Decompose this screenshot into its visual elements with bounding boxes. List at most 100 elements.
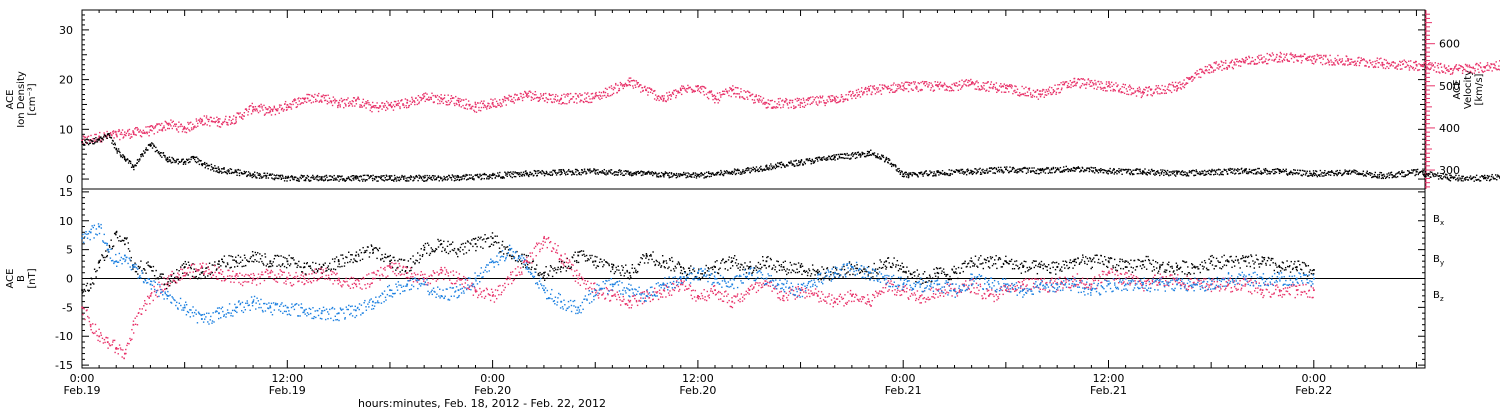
density-series-point — [172, 162, 173, 163]
velocity-series-point — [1250, 63, 1251, 64]
velocity-series-point — [1157, 93, 1158, 94]
velocity-series-point — [1321, 57, 1322, 58]
velocity-series-point — [763, 98, 764, 99]
velocity-series-point — [1068, 83, 1069, 84]
velocity-series-point — [1409, 69, 1410, 70]
density-series-point — [189, 161, 190, 162]
velocity-series-point — [895, 84, 896, 85]
velocity-series-point — [265, 107, 266, 108]
velocity-series-point — [1354, 61, 1355, 62]
velocity-series-point — [716, 99, 717, 100]
velocity-series-point — [1204, 73, 1205, 74]
velocity-series-data-point — [1484, 66, 1486, 68]
velocity-series-point — [347, 97, 348, 98]
velocity-series-point — [483, 100, 484, 101]
velocity-series-point — [1429, 62, 1430, 63]
velocity-series-point — [693, 90, 694, 91]
velocity-series-point — [256, 108, 257, 109]
density-series-point — [122, 154, 123, 155]
velocity-series-point — [819, 102, 820, 103]
velocity-series-point — [393, 104, 394, 105]
velocity-series-point — [703, 91, 704, 92]
velocity-series-point — [768, 99, 769, 100]
density-series-point — [219, 172, 220, 173]
velocity-series-point — [1448, 65, 1449, 66]
velocity-series-point — [597, 95, 598, 96]
density-series-point — [238, 169, 239, 170]
velocity-series-point — [403, 104, 404, 105]
velocity-series-point — [1144, 89, 1145, 90]
velocity-series-point — [760, 96, 761, 97]
velocity-series-point — [242, 114, 243, 115]
velocity-series-point — [1397, 65, 1398, 66]
velocity-series-point — [961, 80, 962, 81]
velocity-series-point — [1463, 67, 1464, 68]
velocity-series-point — [188, 129, 189, 130]
velocity-series-point — [1146, 87, 1147, 88]
velocity-series-point — [408, 107, 409, 108]
velocity-series-point — [453, 97, 454, 98]
density-series-point — [363, 179, 364, 180]
velocity-series-data-point — [440, 98, 442, 100]
velocity-series-point — [1139, 88, 1140, 89]
velocity-series-point — [252, 103, 253, 104]
velocity-series-point — [1364, 59, 1365, 60]
density-series-point — [154, 146, 155, 147]
velocity-series-point — [269, 112, 270, 113]
velocity-series-point — [759, 100, 760, 101]
velocity-series-point — [1056, 92, 1057, 93]
velocity-series-point — [85, 137, 86, 138]
velocity-series-point — [728, 95, 729, 96]
velocity-series-point — [1257, 63, 1258, 64]
density-series-point — [431, 179, 432, 180]
velocity-series-point — [1286, 53, 1287, 54]
velocity-series-point — [197, 123, 198, 124]
velocity-series-point — [139, 131, 140, 132]
velocity-series-point — [1375, 63, 1376, 64]
velocity-series-point — [604, 95, 605, 96]
density-series-point — [377, 180, 378, 181]
density-series-point — [438, 177, 439, 178]
velocity-series-point — [1222, 65, 1223, 66]
velocity-series-point — [271, 114, 272, 115]
velocity-series-point — [845, 98, 846, 99]
velocity-series-point — [325, 100, 326, 101]
velocity-series-point — [940, 82, 941, 83]
velocity-series-point — [1208, 69, 1209, 70]
velocity-series-point — [1240, 66, 1241, 67]
velocity-series-point — [1419, 69, 1420, 70]
velocity-series-point — [1067, 85, 1068, 86]
velocity-series-point — [1466, 64, 1467, 65]
velocity-series-point — [1309, 56, 1310, 57]
velocity-series-point — [303, 102, 304, 103]
velocity-series-point — [176, 129, 177, 130]
velocity-series-point — [1300, 55, 1301, 56]
velocity-series-point — [1025, 87, 1026, 88]
velocity-series-point — [991, 81, 992, 82]
density-series-point — [206, 163, 207, 164]
velocity-series-point — [352, 101, 353, 102]
velocity-series-point — [836, 96, 837, 97]
density-series-point — [302, 177, 303, 178]
velocity-series-point — [395, 101, 396, 102]
velocity-series-point — [550, 98, 551, 99]
velocity-series-point — [1128, 94, 1129, 95]
velocity-series-point — [613, 93, 614, 94]
velocity-series-point — [860, 96, 861, 97]
velocity-series-point — [1301, 60, 1302, 61]
density-series-point — [315, 177, 316, 178]
velocity-series-point — [627, 80, 628, 81]
velocity-series-point — [514, 94, 515, 95]
velocity-series-point — [581, 100, 582, 101]
density-series-point — [260, 176, 261, 177]
velocity-series-point — [1424, 62, 1425, 63]
velocity-series-point — [368, 102, 369, 103]
velocity-series-point — [1201, 69, 1202, 70]
velocity-series-point — [398, 100, 399, 101]
velocity-series-point — [118, 129, 119, 130]
velocity-series-point — [1108, 81, 1109, 82]
velocity-series-point — [1169, 83, 1170, 84]
velocity-series-point — [1318, 55, 1319, 56]
velocity-series-point — [788, 107, 789, 108]
